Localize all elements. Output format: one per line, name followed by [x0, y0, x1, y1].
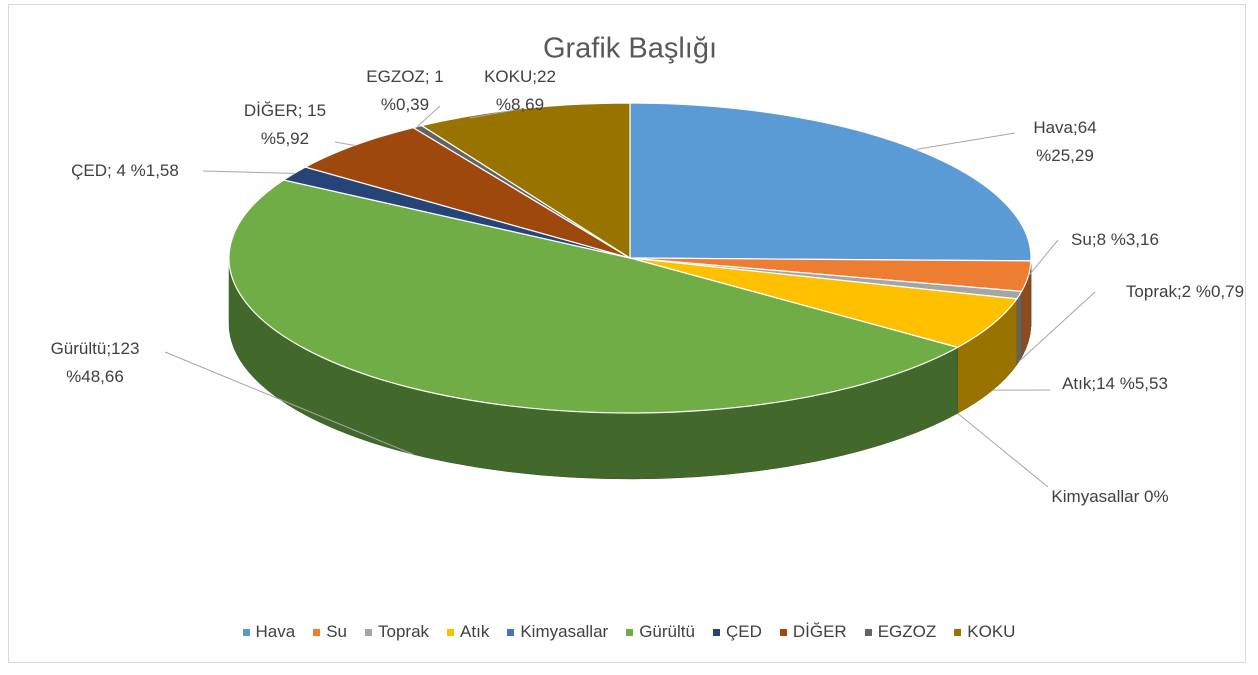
- legend-item: Hava: [242, 622, 296, 642]
- slice: [629, 257, 1018, 349]
- legend-swatch: [507, 628, 515, 636]
- legend-swatch: [712, 628, 720, 636]
- legend-label: ÇED: [725, 622, 762, 641]
- legend-swatch: [365, 628, 373, 636]
- legend-label: Hava: [255, 622, 296, 641]
- data-label: Toprak;2 %0,79: [1125, 282, 1245, 301]
- slice: [228, 179, 960, 414]
- leader-line: [334, 141, 355, 146]
- legend-item: Atık: [447, 622, 489, 642]
- legend-label: DİĞER: [792, 622, 847, 641]
- slice: [303, 126, 631, 259]
- data-label: Atık;14 %5,53: [1062, 374, 1168, 393]
- slice: [629, 102, 1032, 262]
- legend-swatch: [242, 628, 250, 636]
- data-label: Gürültü;123 %48,66: [50, 339, 140, 386]
- legend-item: Su: [313, 622, 347, 642]
- data-label: DİĞER; 15 %5,92: [243, 101, 327, 148]
- leader-line: [202, 170, 295, 174]
- leader-line: [164, 351, 414, 455]
- legend-swatch: [626, 628, 634, 636]
- leader-line: [957, 412, 1049, 488]
- legend-item: Toprak: [365, 622, 429, 642]
- legend-label: Su: [326, 622, 348, 641]
- leader-line: [417, 105, 441, 127]
- legend-label: Toprak: [378, 622, 430, 641]
- legend-label: Atık: [460, 622, 490, 641]
- slice: [420, 102, 631, 260]
- legend-label: EGZOZ: [877, 622, 937, 641]
- legend-item: Kimyasallar: [507, 622, 608, 642]
- legend-item: EGZOZ: [864, 622, 937, 642]
- legend-item: ÇED: [712, 622, 762, 642]
- leader-line: [469, 108, 522, 119]
- legend-label: Gürültü: [639, 622, 695, 641]
- data-label: KOKU;22 %8,69: [484, 67, 556, 114]
- legend-label: KOKU: [967, 622, 1016, 641]
- data-label: EGZOZ; 1 %0,39: [366, 67, 444, 114]
- leader-line: [916, 132, 1016, 150]
- pie-tops: [228, 102, 1032, 414]
- legend-label: Kimyasallar: [520, 622, 609, 641]
- data-label: Hava;64 %25,29: [1033, 118, 1097, 165]
- chart-title: Grafik Başlığı: [543, 33, 717, 65]
- leader-lines: [164, 105, 1096, 488]
- data-label: Su;8 %3,16: [1071, 230, 1159, 249]
- legend-item: DİĞER: [779, 622, 847, 642]
- legend-swatch: [864, 628, 872, 636]
- legend-swatch: [313, 628, 321, 636]
- leader-line: [1027, 239, 1059, 277]
- legend-swatch: [447, 628, 455, 636]
- leader-line: [1018, 291, 1096, 362]
- legend-item: KOKU: [954, 622, 1015, 642]
- legend-swatch: [954, 628, 962, 636]
- legend: Hava Su Toprak Atık Kimyasallar Gürültü ÇED DİĞ…: [0, 622, 1258, 642]
- legend-swatch: [779, 628, 787, 636]
- legend-item: Gürültü: [626, 622, 695, 642]
- data-label: Kimyasallar 0%: [1051, 487, 1169, 506]
- data-label: ÇED; 4 %1,58: [71, 161, 179, 180]
- slice-side: [1016, 290, 1022, 366]
